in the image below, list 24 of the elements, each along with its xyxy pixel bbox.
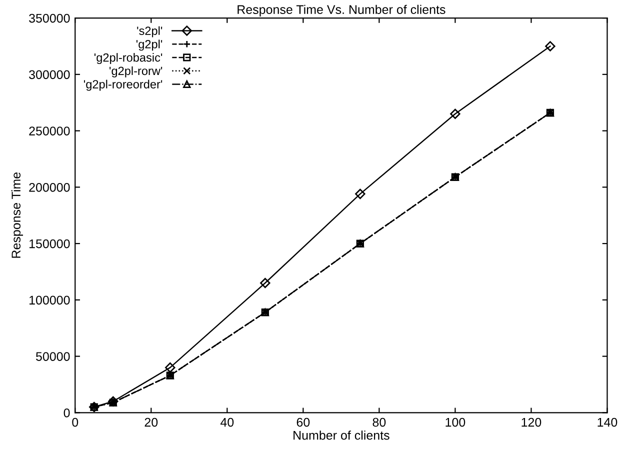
x-tick-label: 120 bbox=[522, 418, 542, 427]
y-tick-label: 200000 bbox=[29, 182, 70, 192]
y-tick-label: 100000 bbox=[30, 296, 70, 305]
legend-label: 'g2pl-rorw' bbox=[110, 66, 162, 78]
legend-label: 's2pl' bbox=[137, 26, 162, 38]
x-tick-label: 100 bbox=[446, 418, 466, 427]
x-tick-label: 20 bbox=[144, 418, 158, 427]
x-tick-label: 80 bbox=[372, 418, 386, 427]
x-tick-label: 40 bbox=[220, 418, 234, 427]
x-tick-label: 140 bbox=[598, 418, 618, 427]
y-tick-label: 150000 bbox=[30, 239, 70, 248]
x-tick-label: 0 bbox=[72, 418, 78, 427]
x-axis-title: Number of clients bbox=[294, 430, 390, 440]
y-tick-label: 50000 bbox=[36, 352, 70, 361]
legend-label: 'g2pl' bbox=[136, 40, 162, 51]
x-tick-label: 60 bbox=[296, 418, 310, 427]
y-tick-label: 250000 bbox=[29, 126, 70, 136]
legend-label: 'g2pl-roreorder' bbox=[84, 80, 162, 91]
legend-label: 'g2pl-robasic' bbox=[94, 53, 162, 64]
chart-title: Response Time Vs. Number of clients bbox=[238, 4, 446, 16]
y-axis-title: Response Time bbox=[11, 172, 23, 258]
y-tick-label: 350000 bbox=[29, 14, 70, 23]
y-tick-label: 0 bbox=[64, 408, 70, 418]
y-tick-label: 300000 bbox=[29, 70, 70, 80]
